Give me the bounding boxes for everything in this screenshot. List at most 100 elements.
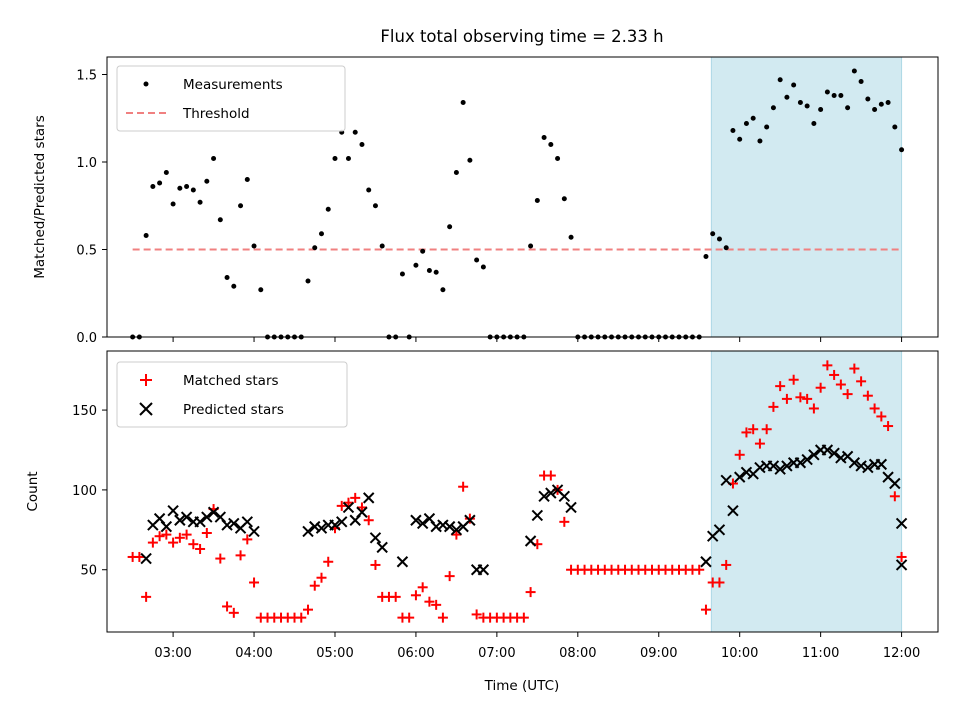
- matched-star-point: [788, 374, 799, 385]
- matched-star-point: [201, 528, 212, 539]
- measurement-point: [238, 203, 244, 209]
- predicted-star-point: [700, 556, 712, 568]
- bottom-y-axis-label: Count: [25, 471, 41, 511]
- matched-star-point: [356, 502, 367, 513]
- predicted-star-point: [221, 519, 233, 531]
- bottom-legend-box: [116, 361, 348, 428]
- measurement-point: [204, 178, 210, 184]
- matched-star-point: [842, 389, 853, 400]
- measurement-point: [791, 82, 797, 88]
- matched-star-point: [309, 580, 320, 591]
- measurement-point: [244, 177, 250, 182]
- measurement-point: [379, 243, 385, 249]
- measurement-point: [318, 231, 324, 237]
- matched-star-point: [883, 421, 894, 432]
- matched-star-point: [188, 539, 199, 550]
- matched-star-point: [390, 591, 401, 602]
- measurement-point: [433, 269, 439, 275]
- matched-star-point: [174, 532, 185, 543]
- legend-threshold-label: Threshold: [182, 106, 250, 122]
- measurement-point: [150, 184, 156, 189]
- predicted-star-point: [228, 517, 240, 530]
- legend-predicted-marker: [139, 402, 153, 416]
- matched-star-point: [768, 401, 779, 412]
- legend-measurements-label: Measurements: [183, 77, 283, 93]
- predicted-star-point: [336, 516, 348, 528]
- predicted-star-point: [558, 490, 571, 502]
- predicted-star-point: [450, 524, 463, 536]
- predicted-star-point: [720, 474, 732, 487]
- predicted-star-point: [302, 525, 314, 538]
- predicted-star-point: [524, 535, 537, 547]
- bottom-axes-frame: [106, 350, 939, 633]
- measurement-point: [764, 124, 770, 130]
- measurement-point: [824, 89, 830, 95]
- matched-star-point: [518, 612, 529, 623]
- predicted-star-point: [713, 524, 726, 536]
- measurement-point: [811, 121, 817, 126]
- matched-star-point: [781, 393, 792, 404]
- measurement-point: [184, 184, 190, 189]
- measurement-point: [899, 147, 905, 153]
- measurement-point: [737, 136, 743, 142]
- predicted-star-point: [781, 460, 793, 472]
- matched-star-point: [700, 604, 711, 615]
- predicted-star-point: [855, 460, 867, 472]
- matched-star-point: [410, 590, 421, 601]
- matched-star-point: [876, 411, 887, 422]
- measurement-point: [426, 268, 432, 273]
- measurement-point: [730, 128, 736, 133]
- matched-star-point: [734, 449, 745, 460]
- predicted-star-point: [848, 457, 861, 469]
- predicted-star-point: [895, 559, 908, 571]
- measurement-point: [217, 217, 223, 223]
- measurement-point: [716, 236, 722, 242]
- predicted-star-point: [477, 564, 490, 576]
- matched-star-point: [222, 601, 233, 612]
- bottom-y-tick-label: 150: [72, 404, 97, 419]
- predicted-star-point: [201, 511, 213, 523]
- predicted-star-point: [767, 460, 780, 472]
- measurement-point: [258, 287, 264, 293]
- matched-star-point: [471, 609, 482, 620]
- predicted-star-point: [801, 453, 813, 466]
- measurement-point: [703, 254, 709, 259]
- matched-star-point: [296, 612, 307, 623]
- measurement-point: [750, 115, 756, 121]
- matched-star-point: [775, 381, 786, 392]
- matched-star-point: [154, 531, 165, 542]
- matched-star-point: [323, 556, 334, 567]
- predicted-star-point: [315, 522, 328, 534]
- matched-star-point: [714, 577, 725, 588]
- matched-star-point: [141, 591, 152, 602]
- matched-star-point: [147, 537, 158, 548]
- bottom-x-ticks: 03:00 04:00 05:00 06:00 07:00 08:00 09:00 10:00…: [154, 632, 920, 661]
- predicted-star-point: [808, 449, 820, 461]
- predicted-star-point: [167, 504, 179, 517]
- predicted-star-point: [437, 519, 449, 531]
- measurement-point: [555, 156, 561, 161]
- measurement-point: [474, 257, 480, 263]
- x-tick-label: 10:00: [721, 646, 758, 661]
- measurement-point: [177, 185, 183, 191]
- predicted-star-point: [754, 461, 766, 474]
- predicted-star-point: [835, 452, 847, 464]
- measurement-point: [143, 233, 149, 238]
- predicted-star-point: [194, 516, 206, 528]
- legend-matched-marker: [140, 374, 152, 386]
- bottom-panel: 03:00 04:00 05:00 06:00 07:00 08:00 09:00 10:00…: [25, 350, 939, 694]
- matched-star-point: [525, 587, 536, 598]
- matched-star-point: [559, 516, 570, 527]
- predicted-star-point: [342, 501, 355, 514]
- predicted-star-point: [740, 466, 753, 479]
- top-panel: 0.0 0.5 1.0 1.5 Matched/Predicted stars Mea…: [32, 56, 939, 346]
- predicted-star-point: [207, 506, 220, 518]
- x-axis-label: Time (UTC): [484, 678, 560, 694]
- matched-star-point: [869, 403, 880, 414]
- matched-star-point: [168, 537, 179, 548]
- top-y-tick-label: 0.5: [76, 244, 97, 259]
- x-tick-label: 06:00: [397, 646, 434, 661]
- measurement-point: [467, 157, 473, 163]
- matched-star-point: [404, 612, 415, 623]
- matched-star-point: [417, 582, 428, 593]
